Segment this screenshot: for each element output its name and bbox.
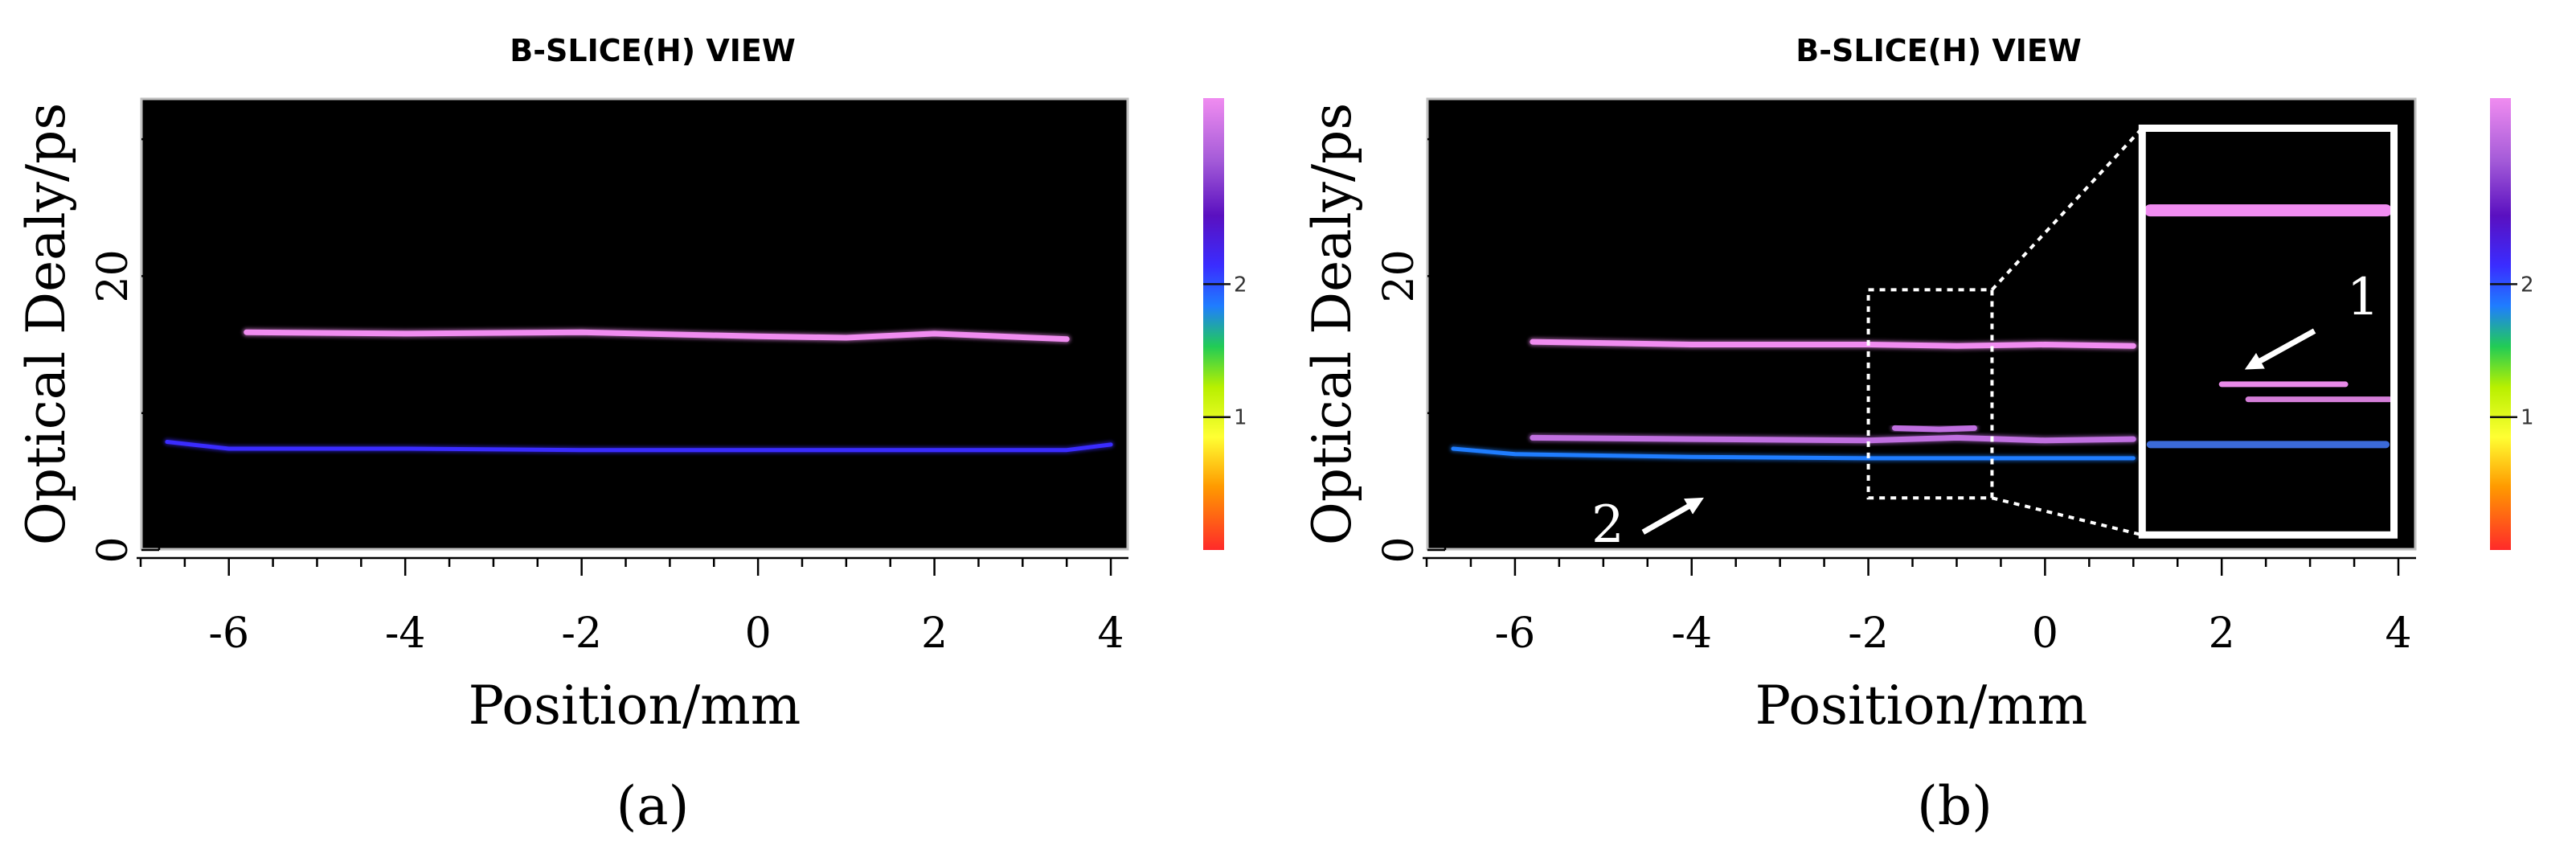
arrow-1 — [2244, 328, 2316, 370]
panel-caption: (a) — [616, 775, 690, 837]
panel-caption: (b) — [1917, 775, 1992, 837]
colorbar-tick-label: 2 — [2521, 273, 2534, 297]
colorbar-tick-label: 2 — [1234, 273, 1247, 297]
x-tick-label: -4 — [1671, 609, 1712, 658]
x-tick-label: 2 — [2209, 609, 2235, 658]
y-axis-label: Optical Dealy/ps — [1301, 103, 1363, 545]
y-axis-label: Optical Dealy/ps — [15, 103, 77, 545]
y-tick-label: 0 — [1375, 536, 1423, 563]
x-axis-label: Position/mm — [1755, 675, 2088, 737]
trace-band-2 — [1892, 425, 1977, 433]
chart-title: B-SLICE(H) VIEW — [510, 33, 796, 68]
x-tick-label: -6 — [208, 609, 249, 658]
trace-band-0 — [1530, 339, 2136, 349]
plot-frame — [140, 97, 1129, 551]
zoom-inset-background — [2142, 128, 2394, 536]
y-tick-label: 0 — [89, 536, 137, 563]
x-tick-label: -2 — [561, 609, 602, 658]
zoom-inset — [2138, 124, 2398, 539]
x-tick-label: 0 — [2032, 609, 2058, 658]
trace-band-1 — [165, 440, 1113, 453]
x-tick-label: 4 — [1098, 609, 1124, 658]
zoom-connector-bottom — [1991, 496, 2143, 537]
chart-title: B-SLICE(H) VIEW — [1796, 33, 2082, 68]
x-tick-label: -2 — [1848, 609, 1889, 658]
annotation-label-1: 1 — [2347, 268, 2380, 327]
zoom-connector-top — [1990, 127, 2144, 291]
trace-band-3 — [1451, 446, 2136, 461]
x-tick-label: -4 — [385, 609, 426, 658]
trace-band-1 — [1530, 434, 2136, 444]
arrow-2 — [1641, 497, 1704, 535]
y-tick-label: 20 — [89, 249, 137, 302]
zoom-region-box — [1866, 288, 1994, 500]
x-tick-label: 4 — [2385, 609, 2411, 658]
colorbar-tick-label: 1 — [2521, 406, 2534, 430]
plot-frame — [1426, 97, 2417, 551]
zoom-inset-frame — [2138, 124, 2398, 539]
x-tick-label: 0 — [745, 609, 772, 658]
plot-area — [141, 98, 1128, 550]
trace-band-0 — [244, 329, 1070, 343]
x-tick-label: 2 — [921, 609, 948, 658]
colorbar — [1203, 98, 1224, 550]
colorbar — [2490, 98, 2511, 550]
colorbar-tick-label: 1 — [1234, 406, 1247, 430]
x-tick-label: -6 — [1495, 609, 1536, 658]
y-tick-label: 20 — [1375, 249, 1423, 302]
annotation-label-2: 2 — [1591, 495, 1624, 555]
x-axis-label: Position/mm — [469, 675, 801, 737]
